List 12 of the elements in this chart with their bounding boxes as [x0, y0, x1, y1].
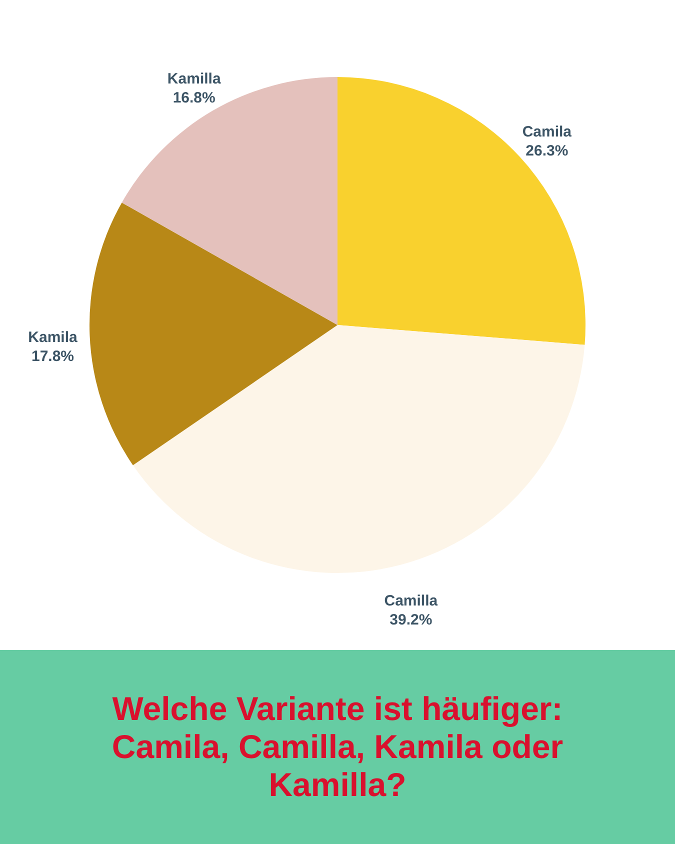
title-banner: Welche Variante ist häufiger: Camila, Camilla, Kamila oder Kamilla?: [0, 650, 675, 844]
data-label: 17.8%: [31, 348, 74, 366]
data-label: 16.8%: [172, 90, 216, 107]
slice-label: Camilla: [384, 592, 438, 610]
slice-label: Camila: [522, 124, 572, 141]
pie-slice: [132, 325, 585, 573]
data-label: 26.3%: [526, 142, 568, 160]
pie-slice: [90, 202, 338, 466]
slice-label: Kamila: [28, 329, 78, 346]
data-label: 39.2%: [390, 611, 432, 628]
pie-slice: [338, 77, 586, 345]
slice-label: Kamilla: [167, 70, 222, 88]
